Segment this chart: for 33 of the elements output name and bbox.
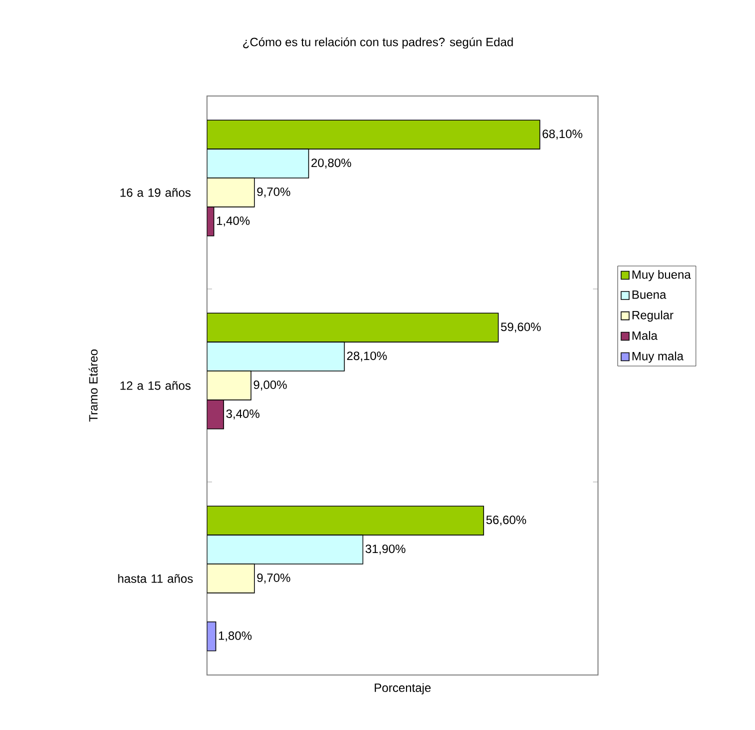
- legend-label: Regular: [632, 310, 674, 322]
- data-label: 1,40%: [216, 216, 250, 226]
- y-tick-label: 12 a 15 años: [120, 381, 191, 390]
- bar: [207, 400, 224, 430]
- bar: [207, 564, 255, 594]
- legend-label: Muy mala: [632, 352, 684, 363]
- data-label: 3,40%: [226, 409, 260, 420]
- bar: [207, 534, 364, 564]
- chart-title: ¿Cómo es tu relación con tus padres? según Edad: [243, 37, 513, 49]
- bar: [207, 178, 255, 208]
- data-label: 31,90%: [366, 544, 406, 554]
- y-tick-label: 16 a 19 años: [120, 188, 191, 197]
- bar: [207, 148, 310, 178]
- data-label: 1,80%: [218, 631, 252, 642]
- y-tick-label: hasta 11 años: [118, 574, 193, 583]
- bar: [207, 342, 345, 372]
- data-label: 59,60%: [500, 322, 541, 333]
- x-axis-title: Porcentaje: [374, 683, 431, 694]
- data-label: 9,70%: [257, 188, 290, 198]
- legend-label: Muy buena: [632, 270, 691, 282]
- bar: [207, 370, 252, 400]
- bar: [207, 312, 499, 342]
- data-label: 9,70%: [257, 574, 290, 584]
- legend-label: Buena: [632, 290, 666, 299]
- bar: [207, 120, 540, 150]
- y-axis-title: Tramo Etáreo: [88, 350, 98, 422]
- data-label: 56,60%: [486, 516, 526, 526]
- data-label: 9,00%: [254, 380, 287, 390]
- bar: [207, 506, 484, 536]
- legend-label: Mala: [632, 331, 658, 340]
- data-label: 28,10%: [347, 352, 387, 362]
- data-label: 68,10%: [542, 130, 582, 140]
- data-label: 20,80%: [311, 158, 352, 168]
